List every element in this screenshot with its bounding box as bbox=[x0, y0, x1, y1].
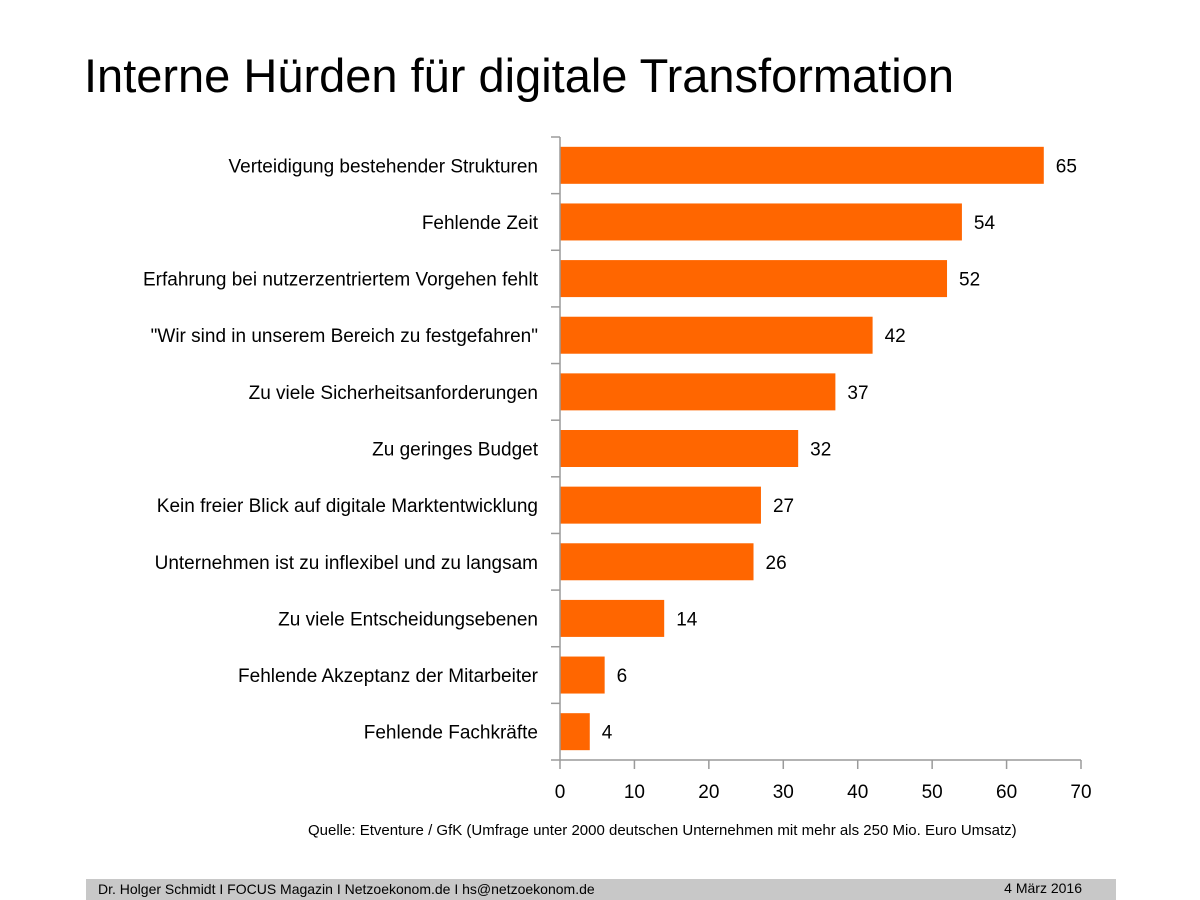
category-label-11: Fehlende Fachkräfte bbox=[364, 723, 538, 744]
category-label-9: Zu viele Entscheidungsebenen bbox=[278, 609, 538, 630]
value-label-3: 52 bbox=[959, 270, 980, 291]
x-tick-label-10: 10 bbox=[624, 782, 645, 803]
bar-3 bbox=[560, 260, 948, 298]
bar-1 bbox=[560, 146, 1044, 184]
category-label-3: Erfahrung bei nutzerzentriertem Vorgehen… bbox=[143, 270, 539, 291]
category-label-6: Zu geringes Budget bbox=[372, 440, 539, 461]
value-label-11: 4 bbox=[602, 723, 613, 744]
bar-11 bbox=[560, 713, 590, 751]
value-label-6: 32 bbox=[810, 440, 831, 461]
value-label-8: 26 bbox=[766, 553, 787, 574]
x-tick-label-50: 50 bbox=[922, 782, 943, 803]
bar-10 bbox=[560, 656, 605, 694]
x-tick-label-40: 40 bbox=[847, 782, 868, 803]
page-title: Interne Hürden für digitale Transformati… bbox=[84, 49, 954, 102]
category-label-4: "Wir sind in unserem Bereich zu festgefa… bbox=[151, 326, 538, 347]
source-note: Quelle: Etventure / GfK (Umfrage unter 2… bbox=[308, 822, 1017, 839]
bar-4 bbox=[560, 316, 873, 354]
bar-8 bbox=[560, 543, 754, 581]
footer-credits: Dr. Holger Schmidt I FOCUS Magazin I Net… bbox=[98, 881, 595, 897]
x-tick-label-0: 0 bbox=[555, 782, 566, 803]
category-label-7: Kein freier Blick auf digitale Marktentw… bbox=[157, 496, 538, 517]
value-label-4: 42 bbox=[885, 326, 906, 347]
bar-2 bbox=[560, 203, 962, 241]
bar-6 bbox=[560, 430, 799, 467]
bar-5 bbox=[560, 373, 836, 411]
footer-bar: Dr. Holger Schmidt I FOCUS Magazin I Net… bbox=[86, 879, 1116, 900]
x-tick-label-70: 70 bbox=[1070, 782, 1091, 803]
x-tick-label-20: 20 bbox=[698, 782, 719, 803]
value-label-7: 27 bbox=[773, 496, 794, 517]
category-label-5: Zu viele Sicherheitsanforderungen bbox=[249, 383, 538, 404]
value-label-10: 6 bbox=[617, 666, 628, 687]
bar-7 bbox=[560, 486, 761, 524]
category-label-8: Unternehmen ist zu inflexibel und zu lan… bbox=[155, 553, 538, 574]
category-label-1: Verteidigung bestehender Strukturen bbox=[229, 156, 539, 177]
value-label-5: 37 bbox=[847, 383, 868, 404]
x-tick-label-30: 30 bbox=[773, 782, 794, 803]
x-tick-label-60: 60 bbox=[996, 782, 1017, 803]
value-label-1: 65 bbox=[1056, 156, 1077, 177]
value-label-9: 14 bbox=[676, 609, 698, 630]
footer-date: 4 März 2016 bbox=[1004, 880, 1082, 896]
bar-chart: Verteidigung bestehender Strukturen 65 Feh… bbox=[143, 136, 1092, 803]
category-label-2: Fehlende Zeit bbox=[422, 213, 539, 234]
bar-9 bbox=[560, 599, 665, 637]
category-label-10: Fehlende Akzeptanz der Mitarbeiter bbox=[238, 666, 539, 687]
value-label-2: 54 bbox=[974, 213, 996, 234]
